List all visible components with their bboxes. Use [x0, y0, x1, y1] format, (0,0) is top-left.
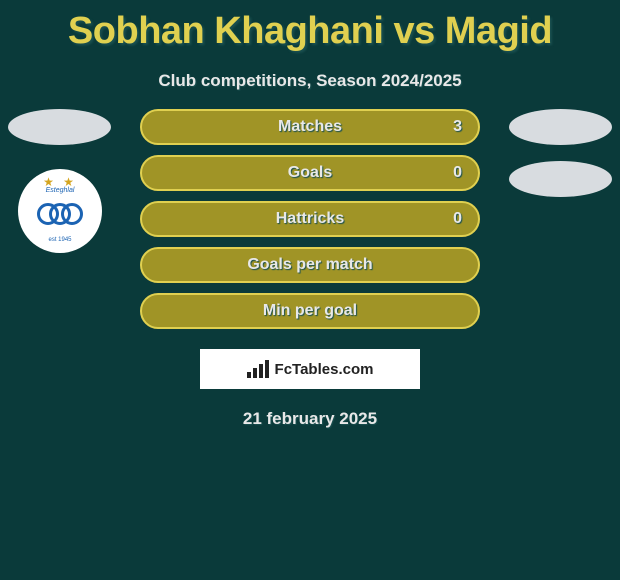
stats-area: ★ ★ Esteghlal est 1945 Matches 3 Goals 0: [0, 109, 620, 329]
badge-text-bot: est 1945: [48, 237, 71, 243]
club-badge-circle: ★ ★ Esteghlal est 1945: [18, 169, 102, 253]
stat-row-matches: Matches 3: [140, 109, 480, 145]
stat-label: Goals: [288, 164, 332, 182]
player-avatar-left: [8, 109, 111, 145]
page-title: Sobhan Khaghani vs Magid: [0, 0, 620, 53]
stat-row-goals: Goals 0: [140, 155, 480, 191]
stat-label: Hattricks: [276, 210, 344, 228]
date-text: 21 february 2025: [0, 409, 620, 429]
player-avatar-right: [509, 109, 612, 145]
stat-label: Matches: [278, 118, 342, 136]
club-avatar-right: [509, 161, 612, 197]
stat-label: Goals per match: [247, 256, 372, 274]
stat-label: Min per goal: [263, 302, 357, 320]
club-badge-left: ★ ★ Esteghlal est 1945: [18, 169, 102, 253]
stat-rows: Matches 3 Goals 0 Hattricks 0 Goals per …: [140, 109, 480, 329]
bar-chart-icon: [247, 360, 269, 378]
stat-value: 3: [453, 118, 462, 136]
stat-row-min-per-goal: Min per goal: [140, 293, 480, 329]
rings-icon: [37, 203, 83, 231]
stat-row-goals-per-match: Goals per match: [140, 247, 480, 283]
brand-badge: FcTables.com: [200, 349, 420, 389]
stat-value: 0: [453, 164, 462, 182]
subtitle: Club competitions, Season 2024/2025: [0, 71, 620, 91]
comparison-card: Sobhan Khaghani vs Magid Club competitio…: [0, 0, 620, 580]
badge-text-top: Esteghlal: [46, 187, 75, 194]
brand-text: FcTables.com: [275, 361, 374, 378]
stat-row-hattricks: Hattricks 0: [140, 201, 480, 237]
stat-value: 0: [453, 210, 462, 228]
